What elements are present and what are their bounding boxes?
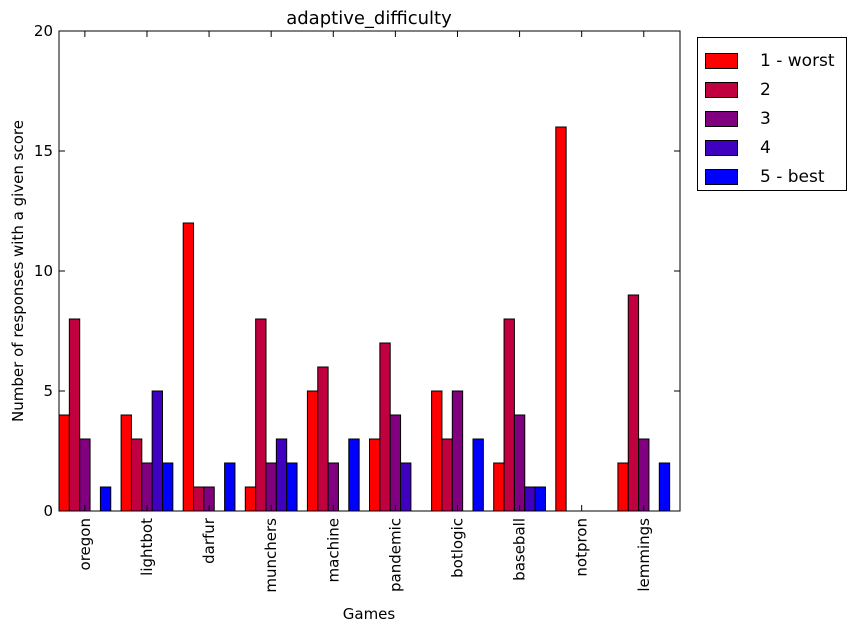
bar-munchers-2 [255, 318, 267, 512]
legend-label-1-worst: 1 - worst [760, 51, 835, 71]
bar-machine-5-best [348, 438, 360, 512]
bar-machine-1-worst [306, 390, 319, 512]
chart-title: adaptive_difficulty [286, 8, 452, 29]
legend-item-1-worst: 1 - worst [705, 49, 835, 73]
legend-swatch-5-best [705, 169, 738, 185]
bar-notpron-1-worst [555, 126, 567, 512]
x-tick-label-lightbot: lightbot [138, 518, 156, 576]
legend-item-2: 2 [705, 78, 771, 102]
x-tick-label-oregon: oregon [76, 518, 94, 570]
y-tick-label-5: 5 [43, 382, 53, 400]
legend-swatch-2 [705, 82, 738, 98]
axes-layer: 0 5 10 15 20 oregon lightbot darfur munchers mach… [34, 22, 681, 593]
bar-lemmings-1-worst [617, 462, 629, 512]
bar-darfur-2 [193, 486, 205, 512]
bar-baseball-1-worst [493, 462, 505, 512]
legend-swatch-1-worst [705, 53, 738, 69]
x-tick-label-notpron: notpron [573, 518, 591, 577]
bar-oregon-3 [79, 438, 91, 512]
bar-lightbot-4 [151, 390, 163, 512]
bar-pandemic-4 [400, 462, 412, 512]
bar-munchers-3 [265, 462, 277, 512]
bar-munchers-5-best [286, 462, 298, 512]
bar-machine-2 [317, 366, 329, 512]
legend-label-3: 3 [760, 109, 771, 129]
x-tick-label-botlogic: botlogic [448, 518, 466, 578]
bar-machine-3 [327, 462, 339, 512]
y-tick-label-10: 10 [34, 262, 53, 280]
bar-pandemic-1-worst [369, 438, 381, 512]
bar-botlogic-3 [451, 390, 464, 512]
bar-botlogic-2 [441, 438, 453, 512]
y-tick-label-20: 20 [34, 22, 53, 40]
x-tick-label-munchers: munchers [262, 518, 280, 593]
x-tick-label-lemmings: lemmings [635, 518, 653, 592]
bar-lightbot-2 [130, 438, 143, 512]
bar-lightbot-1-worst [120, 414, 132, 512]
bar-lemmings-2 [627, 294, 640, 512]
legend-swatch-3 [705, 111, 738, 127]
bar-munchers-4 [275, 438, 288, 512]
x-tick-label-baseball: baseball [511, 518, 529, 581]
x-axis-label: Games [343, 605, 396, 623]
legend-item-3: 3 [705, 107, 771, 131]
bar-botlogic-5-best [472, 438, 484, 512]
chart-legend: 1 - worst 2 3 4 5 - best [697, 37, 847, 191]
y-tick-label-15: 15 [34, 142, 53, 160]
bar-lightbot-3 [141, 462, 153, 512]
bar-lemmings-5-best [658, 462, 671, 512]
bar-oregon-2 [68, 318, 81, 512]
bar-botlogic-1-worst [431, 390, 443, 512]
legend-item-4: 4 [705, 136, 771, 160]
legend-swatch-4 [705, 140, 738, 156]
x-tick-label-machine: machine [324, 518, 342, 582]
legend-label-4: 4 [760, 138, 771, 158]
bar-darfur-1-worst [182, 222, 195, 512]
x-tick-label-darfur: darfur [200, 517, 218, 564]
legend-item-5-best: 5 - best [705, 165, 825, 189]
bar-baseball-4 [524, 486, 536, 512]
bars-layer [58, 126, 671, 512]
legend-label-5-best: 5 - best [760, 167, 825, 187]
bar-lemmings-3 [638, 438, 650, 512]
bar-darfur-5-best [224, 462, 236, 512]
bar-lightbot-5-best [162, 462, 174, 512]
bar-baseball-5-best [534, 486, 546, 512]
bar-pandemic-2 [379, 342, 391, 512]
bar-munchers-1-worst [244, 486, 257, 512]
bar-oregon-1-worst [58, 414, 70, 512]
y-tick-label-0: 0 [43, 502, 53, 520]
bar-oregon-5-best [99, 486, 112, 512]
y-axis-label: Number of responses with a given score [9, 120, 27, 422]
x-tick-label-pandemic: pandemic [386, 518, 404, 592]
bar-baseball-2 [503, 318, 515, 512]
bar-baseball-3 [513, 414, 526, 512]
legend-label-2: 2 [760, 80, 771, 100]
bar-pandemic-3 [389, 414, 402, 512]
